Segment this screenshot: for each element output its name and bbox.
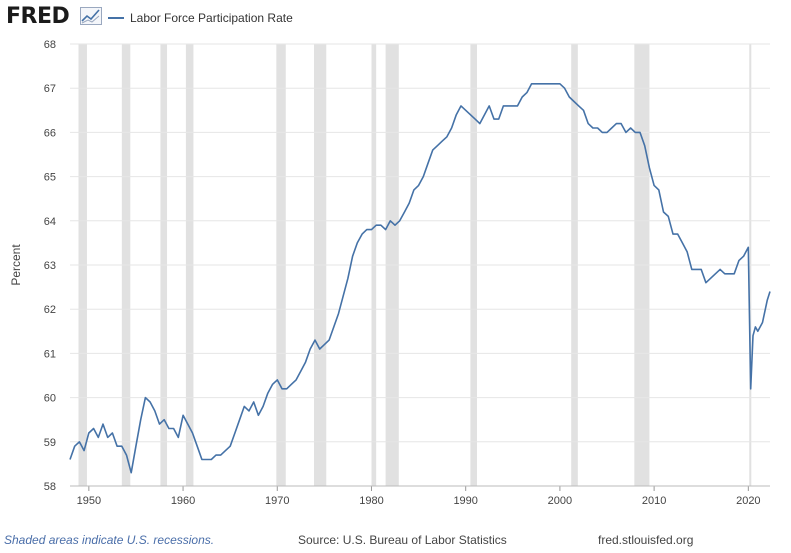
y-tick-label: 62 bbox=[44, 304, 56, 316]
x-tick-label: 2020 bbox=[736, 495, 760, 507]
x-tick-label: 1960 bbox=[171, 495, 195, 507]
legend-swatch bbox=[108, 17, 124, 19]
y-tick-label: 61 bbox=[44, 348, 56, 360]
x-tick-label: 1950 bbox=[77, 495, 101, 507]
y-tick-label: 58 bbox=[44, 481, 56, 493]
recession-note: Shaded areas indicate U.S. recessions. bbox=[4, 533, 215, 547]
x-tick-label: 2010 bbox=[642, 495, 666, 507]
y-tick-label: 60 bbox=[44, 393, 56, 405]
chart-footer: Shaded areas indicate U.S. recessions. S… bbox=[0, 531, 791, 551]
chart-line-icon bbox=[80, 7, 102, 25]
legend-label: Labor Force Participation Rate bbox=[130, 11, 293, 25]
site-link[interactable]: fred.stlouisfed.org bbox=[598, 533, 694, 547]
y-tick-label: 67 bbox=[44, 83, 56, 95]
y-axis-label: Percent bbox=[9, 244, 23, 286]
series-line bbox=[69, 83, 771, 474]
x-tick-label: 2000 bbox=[548, 495, 572, 507]
y-tick-label: 64 bbox=[44, 216, 56, 228]
y-tick-label: 66 bbox=[44, 127, 56, 139]
chart-header: FRED Labor Force Participation Rate bbox=[0, 0, 791, 36]
x-tick-label: 1980 bbox=[359, 495, 383, 507]
fred-logo[interactable]: FRED bbox=[6, 4, 70, 29]
x-tick-label: 1990 bbox=[453, 495, 477, 507]
legend: Labor Force Participation Rate bbox=[108, 11, 293, 25]
source-credit: Source: U.S. Bureau of Labor Statistics bbox=[298, 533, 507, 547]
y-tick-label: 65 bbox=[44, 172, 56, 184]
x-tick-label: 1970 bbox=[265, 495, 289, 507]
y-tick-label: 63 bbox=[44, 260, 56, 272]
y-tick-label: 59 bbox=[44, 437, 56, 449]
y-tick-label: 68 bbox=[44, 39, 56, 51]
